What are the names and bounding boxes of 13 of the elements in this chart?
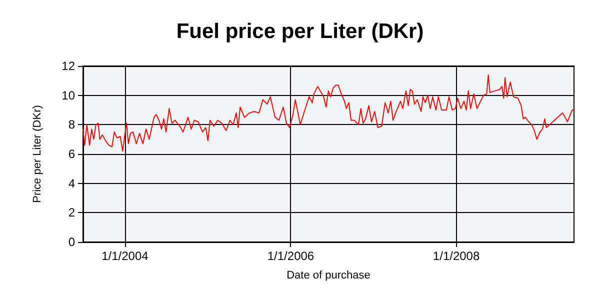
x-tick-label: 1/1/2004 — [102, 249, 149, 263]
x-axis-title: Date of purchase — [286, 270, 370, 282]
y-tick-label: 4 — [68, 176, 76, 190]
x-tick-label: 1/1/2008 — [432, 249, 480, 263]
y-tick-label: 12 — [62, 59, 76, 73]
y-tick-label: 10 — [62, 88, 76, 102]
x-tick-label: 1/1/2006 — [267, 249, 314, 263]
y-tick-label: 0 — [68, 235, 76, 249]
chart-title: Fuel price per Liter (DKr) — [176, 20, 424, 43]
y-tick-label: 6 — [68, 147, 76, 161]
y-tick-label: 8 — [68, 118, 76, 132]
y-axis-title: Price per Liter (DKr) — [32, 105, 44, 203]
y-tick-label: 2 — [68, 206, 76, 220]
